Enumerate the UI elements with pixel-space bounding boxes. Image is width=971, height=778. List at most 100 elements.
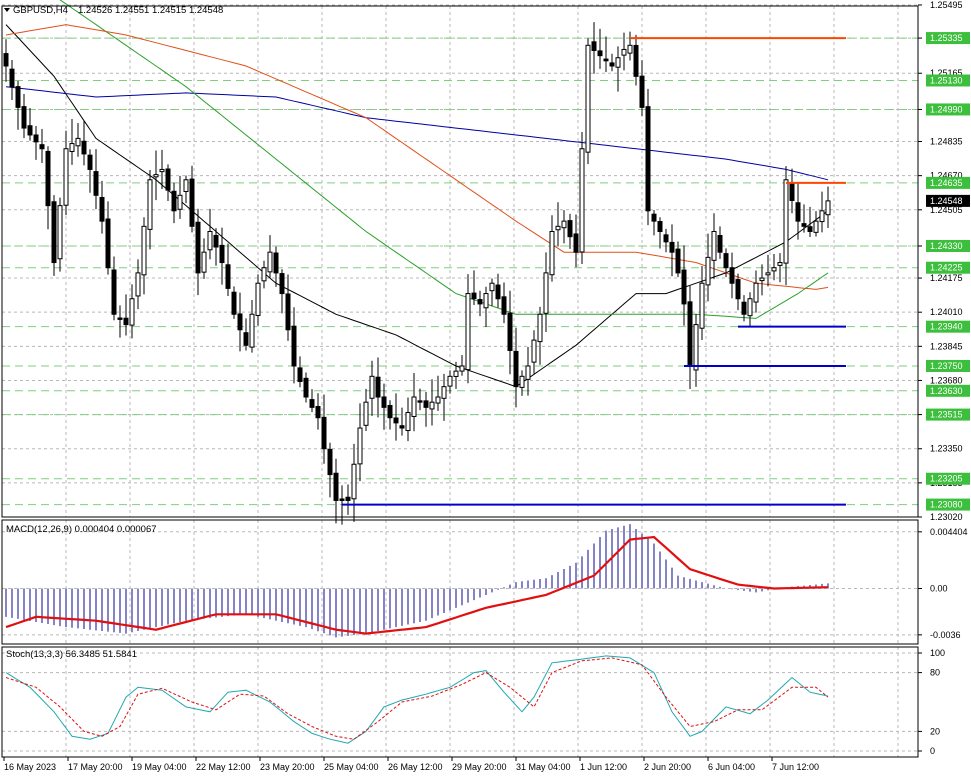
candle-body <box>393 417 399 424</box>
candle-body <box>225 264 231 289</box>
candle-body <box>591 41 597 51</box>
candle-body <box>111 269 117 315</box>
candle-body <box>261 267 267 282</box>
time-tick-label: 17 May 20:00 <box>68 762 123 772</box>
candle-body <box>813 220 819 233</box>
price-tick-label: 1.25165 <box>930 68 963 78</box>
candle-body <box>819 210 825 223</box>
moving-average-line <box>5 24 829 388</box>
candle-body <box>411 396 417 417</box>
candle-body <box>81 140 87 155</box>
time-tick-label: 26 May 12:00 <box>388 762 443 772</box>
macd-panel <box>5 524 829 638</box>
time-tick-label: 31 May 04:00 <box>516 762 571 772</box>
level-label: 1.24225 <box>930 263 963 273</box>
stoch-panel <box>5 655 829 744</box>
candle-body <box>615 57 621 68</box>
candle-body <box>633 44 639 77</box>
symbol-header: GBPUSD,H4 1.24526 1.24551 1.24515 1.2454… <box>4 5 223 16</box>
candle-body <box>597 50 603 57</box>
candle-body <box>243 332 249 346</box>
level-label-box <box>926 384 970 397</box>
level-label: 1.25130 <box>930 75 963 85</box>
candle-body <box>369 375 375 399</box>
moving-average-line <box>5 24 829 290</box>
candle-body <box>729 267 735 284</box>
candle-body <box>177 194 183 210</box>
candle-body <box>585 44 591 153</box>
candle-body <box>219 244 225 264</box>
candle-body <box>273 252 279 274</box>
candle-body <box>171 190 177 212</box>
candle-body <box>255 282 261 316</box>
price-tick-label: 1.25495 <box>930 0 963 10</box>
candle-body <box>723 253 729 269</box>
candle-body <box>141 225 147 276</box>
candle-body <box>759 277 765 282</box>
candle-body <box>69 143 75 152</box>
level-label: 1.23750 <box>930 361 963 371</box>
candle-body <box>669 241 675 253</box>
moving-averages <box>5 0 829 388</box>
level-label-box <box>926 320 970 333</box>
macd-tick-label: -0.0036 <box>930 630 961 640</box>
time-tick-label: 22 May 12:00 <box>196 762 251 772</box>
candle-body <box>207 231 213 251</box>
time-axis: 16 May 2023 17 May 20:00 19 May 04:00 22 Ma… <box>3 757 819 772</box>
candle-body <box>399 425 405 429</box>
candle-body <box>75 137 81 147</box>
candle-body <box>525 365 531 380</box>
price-tick-label: 1.23020 <box>930 512 963 522</box>
stoch-tick-label: 80 <box>930 668 940 678</box>
time-tick-label: 1 Jun 12:00 <box>580 762 627 772</box>
price-tick-label: 1.23680 <box>930 375 963 385</box>
time-tick-label: 6 Jun 04:00 <box>708 762 755 772</box>
candle-body <box>693 324 699 371</box>
candle-body <box>237 313 243 331</box>
candle-body <box>381 396 387 408</box>
stoch-main-line <box>5 655 829 744</box>
level-label-box <box>926 74 970 87</box>
candle-body <box>579 148 585 253</box>
level-label: 1.23630 <box>930 386 963 396</box>
candle-body <box>663 234 669 243</box>
candle-body <box>387 405 393 419</box>
candle-body <box>15 86 21 108</box>
price-tick-label: 1.24175 <box>930 273 963 283</box>
candle-body <box>489 282 495 292</box>
candle-body <box>201 251 207 273</box>
candle-body <box>441 386 447 399</box>
candle-body <box>333 472 339 501</box>
level-label-box <box>926 498 970 511</box>
candle-body <box>483 293 489 309</box>
candle-body <box>429 401 435 410</box>
candle-body <box>87 154 93 170</box>
candle-body <box>291 325 297 367</box>
candle-body <box>651 213 657 222</box>
candle-body <box>675 248 681 274</box>
trendlines[interactable] <box>342 37 846 506</box>
candle-body <box>549 231 555 276</box>
candle-body <box>609 62 615 67</box>
level-label: 1.23515 <box>930 410 963 420</box>
time-tick-label: 23 May 20:00 <box>260 762 315 772</box>
candle-body <box>561 220 567 229</box>
candle-body <box>351 463 357 500</box>
candle-body <box>705 256 711 286</box>
time-tick-label: 29 May 20:00 <box>452 762 507 772</box>
price-tick-label: 1.24505 <box>930 205 963 215</box>
candle-body <box>9 68 15 88</box>
candle-body <box>309 399 315 408</box>
current-price-label: 1.24548 <box>930 196 963 206</box>
candle-body <box>537 313 543 343</box>
level-label: 1.24330 <box>930 241 963 251</box>
time-tick-label: 2 Jun 20:00 <box>644 762 691 772</box>
candle-body <box>459 365 465 372</box>
candle-body <box>765 272 771 276</box>
level-label-box <box>926 103 970 116</box>
macd-tick-label: 0.004404 <box>930 527 968 537</box>
chevron-down-icon[interactable] <box>4 8 10 12</box>
candle-body <box>285 293 291 331</box>
level-label-box <box>926 359 970 372</box>
